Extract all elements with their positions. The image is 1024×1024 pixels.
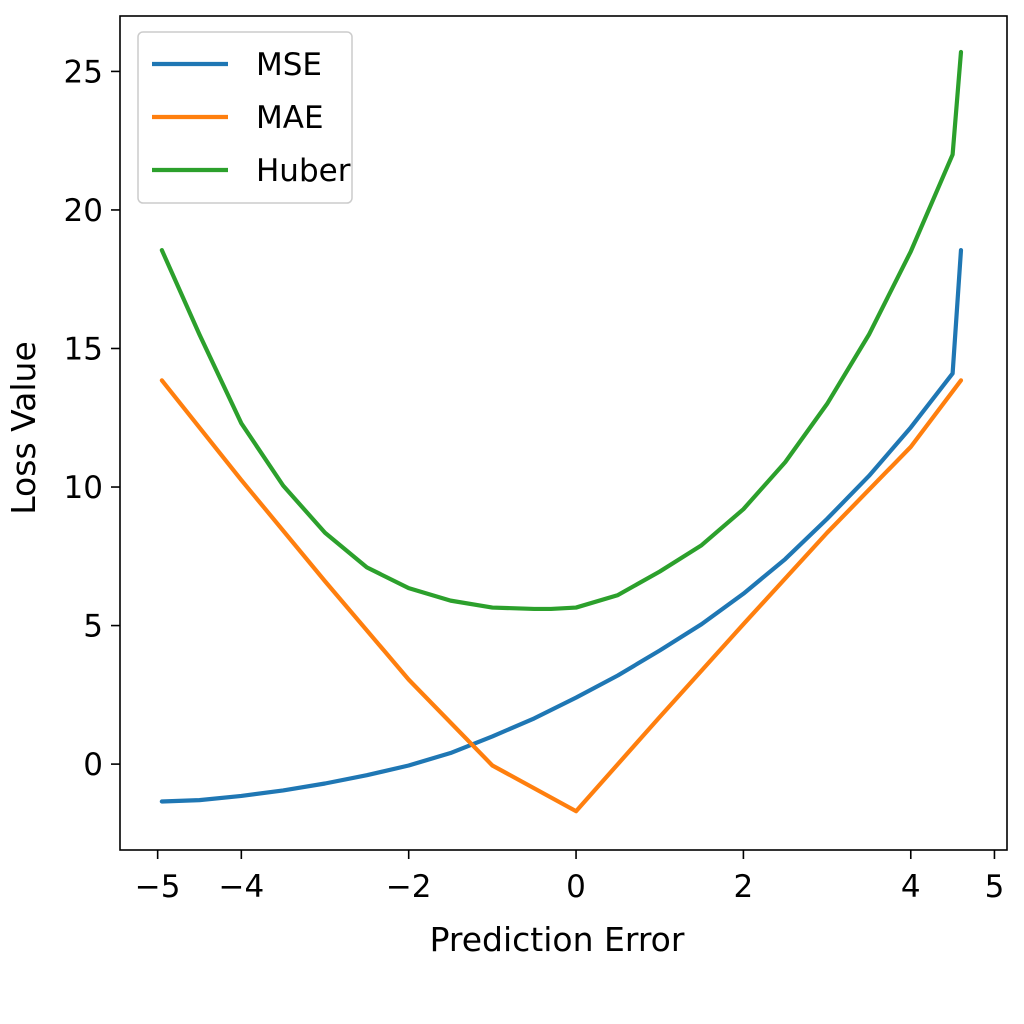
x-axis-label: Prediction Error <box>430 920 685 959</box>
y-tick-label: 5 <box>83 609 103 645</box>
legend-box <box>137 31 353 204</box>
x-tick-label: 4 <box>901 869 921 905</box>
y-axis-label: Loss Value <box>4 341 43 515</box>
x-tick-label: −2 <box>386 869 432 905</box>
series-line-mae <box>159 378 964 814</box>
legend: MSE MAE Huber <box>137 31 353 204</box>
y-tick-label: 0 <box>83 747 103 783</box>
y-tick-label: 15 <box>64 331 103 367</box>
y-tick-label: 20 <box>64 193 103 229</box>
x-tick-label: −4 <box>218 869 264 905</box>
x-axis: −5 −4 −2 0 2 4 5 <box>135 850 1005 905</box>
series-line-huber <box>159 49 964 612</box>
y-tick-label: 25 <box>64 54 103 90</box>
y-axis: 0 5 10 15 20 25 <box>64 54 120 783</box>
y-tick-label: 10 <box>64 470 103 506</box>
x-tick-label: 2 <box>734 869 754 905</box>
x-tick-label: 0 <box>566 869 586 905</box>
x-tick-label: −5 <box>135 869 181 905</box>
series-line-mse <box>159 248 964 804</box>
legend-label-mse: MSE <box>256 47 322 83</box>
legend-label-mae: MAE <box>256 100 324 136</box>
x-tick-label: 5 <box>985 869 1005 905</box>
plot-lines <box>159 49 964 814</box>
plot-frame <box>119 15 1008 851</box>
legend-label-huber: Huber <box>256 153 351 189</box>
